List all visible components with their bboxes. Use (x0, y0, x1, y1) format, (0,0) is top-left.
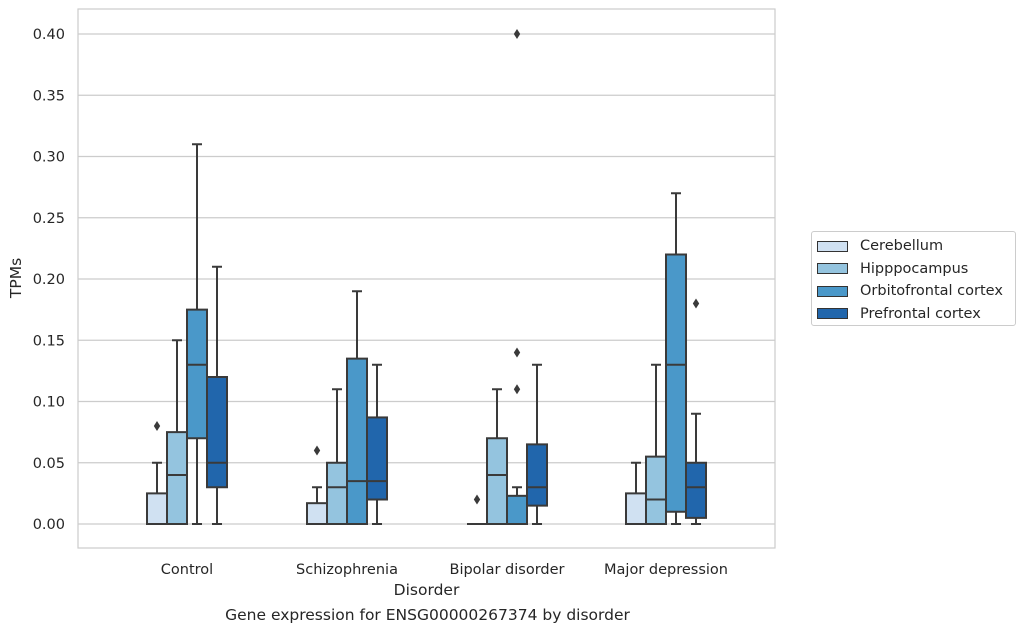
x-tick-label: Schizophrenia (296, 562, 398, 578)
plot-area-frame (77, 8, 776, 549)
box-iqr (186, 308, 208, 440)
box-cerebellum (306, 445, 328, 525)
legend-label: Orbitofrontal cortex (860, 283, 1003, 300)
box-cerebellum (467, 494, 487, 525)
legend-item: Prefrontal cortex (817, 303, 1015, 326)
outlier-point (692, 298, 700, 309)
box-hipppocampus (166, 339, 188, 525)
outlier-point (153, 421, 161, 431)
y-tick-label: 0.15 (33, 333, 65, 349)
outlier-point (513, 347, 521, 358)
box-iqr (146, 492, 168, 525)
y-tick-label: 0.30 (33, 150, 65, 166)
y-tick-label: 0.05 (33, 456, 65, 472)
box-iqr (166, 431, 188, 525)
box-orbitofrontal-cortex (506, 29, 528, 526)
box-orbitofrontal-cortex (186, 143, 208, 525)
y-tick-label: 0.40 (33, 27, 65, 43)
box-iqr (486, 437, 508, 525)
box-hipppocampus (326, 388, 348, 525)
y-tick-label: 0.10 (33, 395, 65, 411)
box-plots (146, 29, 707, 526)
legend-swatch (817, 240, 848, 252)
y-tick-label: 0.00 (33, 517, 65, 533)
y-tick-label: 0.20 (33, 272, 65, 288)
legend-item: Orbitofrontal cortex (817, 280, 1015, 303)
box-hipppocampus (486, 388, 508, 525)
legend-label: Prefrontal cortex (860, 305, 981, 322)
box-orbitofrontal-cortex (346, 290, 368, 525)
box-iqr (526, 443, 548, 507)
box-prefrontal-cortex (206, 265, 228, 525)
box-iqr (326, 461, 348, 525)
box-iqr (346, 357, 368, 525)
box-cerebellum (146, 421, 168, 525)
box-iqr (685, 461, 707, 519)
x-axis-ticks: Control Schizophrenia Bipolar disorder Majo… (161, 562, 728, 578)
box-iqr (366, 416, 388, 501)
legend-swatch (817, 308, 848, 320)
y-axis-ticks: 0.00 0.05 0.10 0.15 0.20 0.25 0.30 0.35 0.40 (33, 27, 65, 533)
outlier-point (473, 494, 481, 505)
outlier-point (313, 445, 321, 456)
legend-item: Cerebellum (817, 235, 1015, 258)
x-tick-label: Major depression (604, 562, 728, 578)
legend-item: Hipppocampus (817, 258, 1015, 281)
box-prefrontal-cortex (366, 363, 388, 525)
box-cerebellum (625, 461, 647, 525)
x-tick-label: Control (161, 562, 213, 578)
chart-caption: Gene expression for ENSG00000267374 by d… (225, 606, 630, 624)
box-prefrontal-cortex (685, 298, 707, 525)
box-iqr (645, 455, 667, 525)
legend-label: Hipppocampus (860, 260, 969, 277)
x-axis-label: Disorder (394, 581, 460, 599)
outlier-point (513, 384, 521, 395)
legend-swatch (817, 263, 848, 275)
box-orbitofrontal-cortex (665, 192, 687, 525)
outlier-point (513, 29, 521, 39)
box-hipppocampus (645, 363, 667, 525)
y-axis-label: TPMs (7, 258, 25, 299)
y-tick-label: 0.25 (33, 211, 65, 227)
x-tick-label: Bipolar disorder (450, 562, 565, 578)
box-iqr (306, 502, 328, 525)
box-iqr (665, 253, 687, 513)
box-iqr (206, 376, 228, 489)
box-iqr (625, 492, 647, 525)
legend-swatch (817, 285, 848, 297)
box-iqr (506, 494, 528, 526)
legend-label: Cerebellum (860, 238, 944, 255)
y-tick-label: 0.35 (33, 88, 65, 104)
box-prefrontal-cortex (526, 363, 548, 525)
legend: Cerebellum Hipppocampus Orbitofrontal cort… (811, 231, 1016, 326)
